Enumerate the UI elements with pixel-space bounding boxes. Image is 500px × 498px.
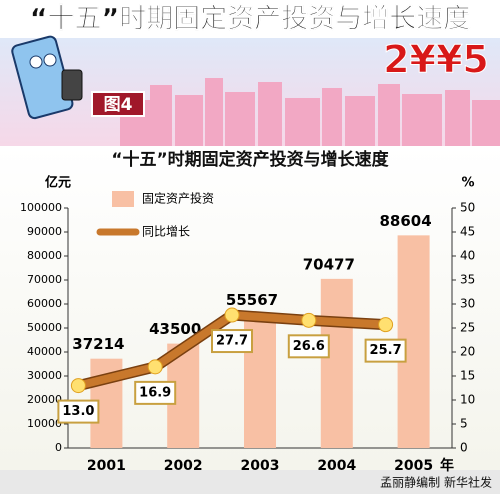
y2-tick-label: 20 <box>460 345 475 359</box>
y-tick-label: 70000 <box>27 273 62 286</box>
bar-value-label: 70477 <box>303 255 355 273</box>
y2-tick-label: 35 <box>460 273 475 287</box>
legend-swatch-bar <box>112 191 134 207</box>
growth-point <box>70 378 86 394</box>
growth-point <box>224 307 240 323</box>
y2-tick-label: 30 <box>460 297 475 311</box>
y-tick-label: 90000 <box>27 225 62 238</box>
growth-point <box>378 317 394 333</box>
chart-title: “十五”时期固定资产投资与增长速度 <box>111 149 389 170</box>
growth-point <box>301 312 317 328</box>
y-tick-label: 50000 <box>27 321 62 334</box>
y-tick-label: 30000 <box>27 369 62 382</box>
growth-label-box <box>287 334 330 359</box>
footer-credit: 孟丽静编制 新华社发 <box>380 475 492 490</box>
growth-label-box <box>364 338 407 363</box>
y-tick-label: 80000 <box>27 249 62 262</box>
y-tick-label: 100000 <box>20 201 62 214</box>
footer-bar <box>0 470 500 494</box>
y2-tick-label: 50 <box>460 201 475 215</box>
growth-label-box <box>134 380 177 405</box>
y2-tick-label: 45 <box>460 225 475 239</box>
y2-tick-label: 25 <box>460 321 475 335</box>
y-tick-label: 60000 <box>27 297 62 310</box>
growth-value-label: 16.9 <box>139 385 171 400</box>
x-tick-label: 2001 <box>87 458 126 474</box>
y-tick-label: 10000 <box>27 417 62 430</box>
figure-label-box <box>91 91 145 117</box>
x-tick-label: 2003 <box>241 458 280 474</box>
badge: 2¥¥5 <box>383 38 489 82</box>
y2-tick-label: 10 <box>460 393 475 407</box>
y2-tick-label: 40 <box>460 249 475 263</box>
legend-label: 同比增长 <box>142 225 190 239</box>
banner-title: “十五”时期固定资产投资与增长速度 <box>30 3 471 35</box>
x-tick-label: 2002 <box>164 458 203 474</box>
y-tick-label: 20000 <box>27 393 62 406</box>
legend-label: 固定资产投资 <box>142 191 214 206</box>
bar-value-label: 43500 <box>149 320 201 338</box>
x-tick-label: 2005 <box>394 458 433 474</box>
x-tick-label: 2004 <box>317 458 356 474</box>
y2-tick-label: 0 <box>460 441 468 455</box>
y-axis-label: 亿元 <box>45 175 71 191</box>
x-axis-label: 年 <box>440 457 454 474</box>
growth-label-box <box>211 329 253 354</box>
figure-label: 图4 <box>104 95 133 115</box>
bar-value-label: 37214 <box>72 335 124 353</box>
y-tick-label: 0 <box>55 441 62 454</box>
mascot <box>11 35 83 120</box>
growth-value-label: 26.6 <box>293 339 325 354</box>
bar <box>320 278 353 448</box>
y2-axis-label: % <box>461 176 474 191</box>
y2-tick-label: 5 <box>460 417 468 431</box>
growth-label-box <box>57 399 100 424</box>
growth-point <box>147 359 163 375</box>
bar-value-label: 88604 <box>380 212 432 230</box>
y2-tick-label: 15 <box>460 369 475 383</box>
growth-value-label: 25.7 <box>370 343 402 358</box>
growth-value-label: 27.7 <box>216 334 248 349</box>
y-tick-label: 40000 <box>27 345 62 358</box>
skyline <box>120 78 500 146</box>
growth-value-label: 13.0 <box>62 404 94 419</box>
bar-value-label: 55567 <box>226 291 278 309</box>
